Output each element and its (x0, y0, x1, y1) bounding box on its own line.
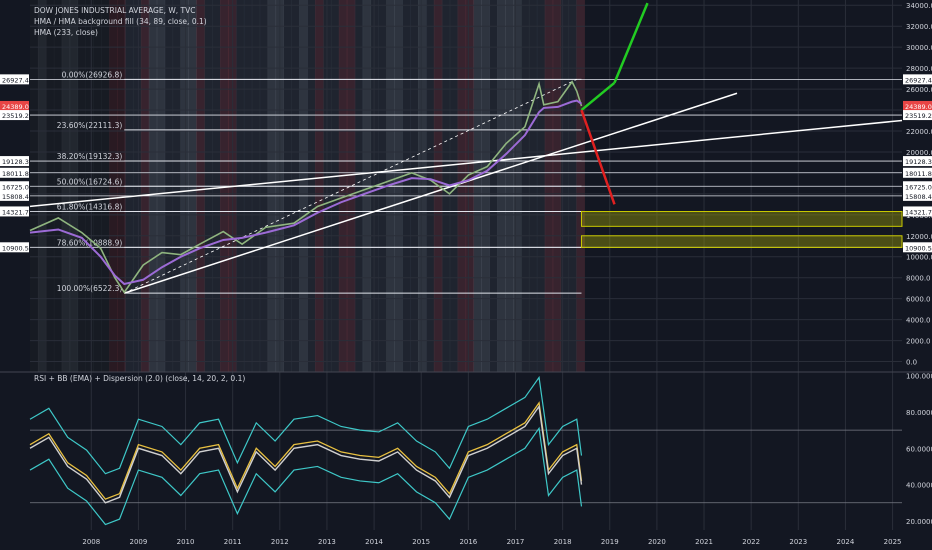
price-marker-box (903, 206, 932, 217)
price-marker-label: 15808.4 (905, 193, 932, 201)
price-marker-box (903, 110, 932, 121)
fib-label: 100.00%(6522.3) (57, 284, 123, 293)
time-tick-label: 2024 (837, 538, 855, 546)
fib-label: 23.60%(22111.3) (57, 121, 123, 130)
price-tick-label: 26000.0 (906, 86, 932, 94)
time-tick-label: 2013 (318, 538, 336, 546)
price-marker-label: 15808.4 (2, 193, 29, 201)
price-tick-label: 34000.0 (906, 2, 932, 10)
time-tick-label: 2012 (271, 538, 289, 546)
price-marker-box (0, 100, 29, 111)
bearish-arrow (580, 109, 616, 205)
price-marker-box (0, 190, 29, 201)
price-marker-label: 23519.2 (905, 112, 932, 120)
price-marker-box (903, 74, 932, 85)
price-series-line (29, 80, 583, 294)
rsi-tick-label: 80.0000 (906, 409, 932, 417)
rsi-lower-band (29, 426, 583, 526)
price-tick-label: 20000.0 (906, 149, 932, 157)
rsi-tick-label: 20.0000 (906, 518, 932, 526)
rsi-tick-label: 60.0000 (906, 445, 932, 453)
time-tick-label: 2019 (601, 538, 619, 546)
time-tick-label: 2018 (554, 538, 572, 546)
price-marker-label: 16725.0 (2, 183, 29, 191)
time-tick-label: 2016 (459, 538, 477, 546)
chart-title: DOW JONES INDUSTRIAL AVERAGE, W, TVC (34, 6, 196, 15)
time-tick-label: 2011 (224, 538, 242, 546)
price-marker-box (903, 190, 932, 201)
time-tick-label: 2021 (695, 538, 713, 546)
time-tick-label: 2020 (648, 538, 666, 546)
price-tick-label: 28000.0 (906, 65, 932, 73)
rsi-line (29, 401, 583, 500)
price-tick-label: 4000.0 (906, 317, 931, 325)
target-zone (580, 210, 903, 227)
bullish-arrow (580, 81, 616, 111)
fib-label: 78.60%(10888.9) (57, 238, 123, 247)
price-tick-label: 30000.0 (906, 44, 932, 52)
price-marker-label: 26927.4 (2, 76, 29, 84)
price-tick-label: 2000.0 (906, 338, 931, 346)
price-marker-label: 19128.3 (905, 158, 932, 166)
price-marker-label: 24389.0 (2, 103, 29, 111)
price-marker-box (0, 156, 29, 167)
price-marker-label: 26927.4 (905, 76, 932, 84)
price-marker-box (903, 167, 932, 178)
price-marker-label: 23519.2 (2, 112, 29, 120)
grid (30, 0, 902, 530)
bullish-arrow (613, 2, 649, 84)
price-tick-label: 8000.0 (906, 275, 931, 283)
time-tick-label: 2017 (507, 538, 525, 546)
price-marker-label: 14321.7 (905, 208, 932, 216)
price-tick-label: 12000.0 (906, 233, 932, 241)
price-marker-label: 19128.3 (2, 158, 29, 166)
fib-label: 50.00%(16724.6) (57, 177, 123, 186)
time-tick-label: 2025 (884, 538, 902, 546)
time-tick-label: 2008 (82, 538, 100, 546)
price-marker-label: 18011.8 (2, 170, 29, 178)
fib-label: 0.00%(26926.8) (62, 70, 123, 79)
price-marker-box (903, 242, 932, 253)
price-marker-box (0, 74, 29, 85)
price-tick-label: 0.0 (906, 359, 917, 367)
time-tick-label: 2010 (177, 538, 195, 546)
hma-fill-legend: HMA / HMA background fill (34, 89, close… (34, 17, 207, 26)
price-marker-box (0, 181, 29, 192)
rsi-tick-label: 40.0000 (906, 482, 932, 490)
hma233-legend: HMA (233, close) (34, 28, 98, 37)
hma-line (29, 99, 583, 286)
price-marker-box (0, 206, 29, 217)
price-marker-box (0, 110, 29, 121)
price-marker-label: 18011.8 (905, 170, 932, 178)
rsi-legend: RSI + BB (EMA) + Dispersion (2.0) (close… (34, 374, 246, 383)
price-marker-label: 16725.0 (905, 183, 932, 191)
fib-label: 38.20%(19132.3) (57, 152, 123, 161)
rsi-tick-label: 100.0000 (906, 373, 932, 381)
price-marker-box (903, 181, 932, 192)
time-tick-label: 2014 (365, 538, 383, 546)
time-tick-label: 2015 (412, 538, 430, 546)
price-marker-label: 10900.5 (2, 244, 29, 252)
price-tick-label: 10000.0 (906, 254, 932, 262)
price-tick-label: 22000.0 (906, 128, 932, 136)
trend-line (124, 92, 738, 294)
price-marker-box (0, 242, 29, 253)
price-tick-label: 6000.0 (906, 296, 931, 304)
rsi-basis-line (29, 404, 583, 504)
trend-line (29, 119, 903, 208)
time-tick-label: 2009 (129, 538, 147, 546)
target-zone (580, 235, 903, 248)
time-tick-label: 2023 (789, 538, 807, 546)
fib-label: 61.80%(14316.8) (57, 202, 123, 211)
rsi-upper-band (29, 375, 583, 475)
price-marker-box (903, 100, 932, 111)
price-marker-box (903, 156, 932, 167)
price-marker-label: 24389.0 (905, 103, 932, 111)
time-tick-label: 2022 (742, 538, 760, 546)
price-tick-label: 32000.0 (906, 23, 932, 31)
price-marker-label: 10900.5 (905, 244, 932, 252)
price-marker-label: 14321.7 (2, 208, 29, 216)
price-marker-box (0, 167, 29, 178)
